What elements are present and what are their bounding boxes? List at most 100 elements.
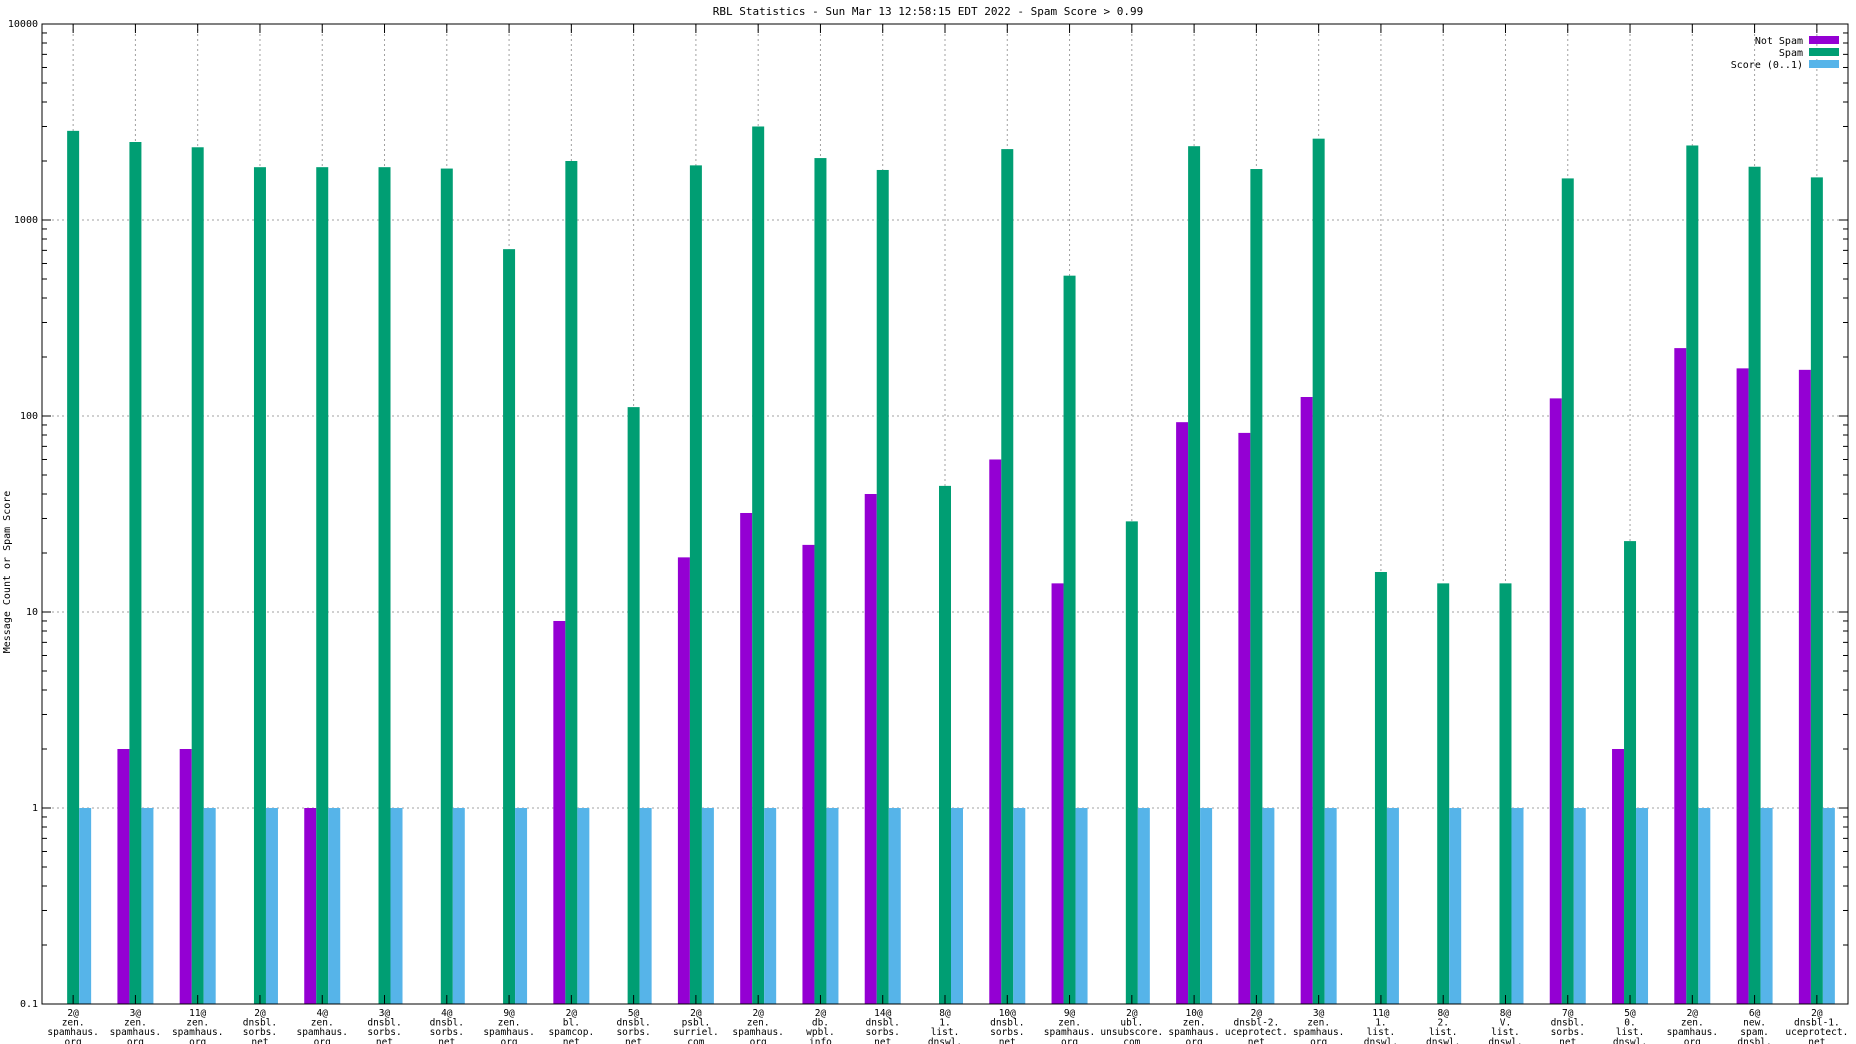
bar — [1822, 808, 1835, 1004]
x-category-label: 9@zen.spamhaus.orgorigin — [483, 1008, 534, 1044]
bar — [677, 557, 690, 1004]
legend-label: Not Spam — [1755, 36, 1803, 47]
bar — [1612, 748, 1625, 1004]
bar — [951, 808, 963, 1004]
bar — [1188, 146, 1201, 1004]
bar — [1624, 541, 1637, 1004]
bar — [1698, 808, 1711, 1004]
bar — [1312, 138, 1325, 1004]
bar — [1374, 571, 1387, 1004]
legend-swatch — [1809, 36, 1839, 44]
y-axis-ticks: 0.1 1 10 100 1000 10000 — [8, 19, 1848, 1010]
x-category-label: 2@zen.spamhaus.orgorigin — [47, 1008, 98, 1044]
legend-swatch — [1809, 60, 1839, 68]
x-category-label: 10@dnsbl.sorbs.netorigin — [990, 1008, 1024, 1044]
legend-swatch — [1809, 48, 1839, 56]
x-category-label: 7@dnsbl.sorbs.netorigin — [1551, 1008, 1585, 1044]
x-category-label: 4@zen.spamhaus.orgorigin — [296, 1008, 347, 1044]
bar — [1051, 583, 1064, 1004]
bar — [1686, 145, 1699, 1005]
bar — [1810, 177, 1823, 1004]
bar — [316, 167, 329, 1004]
bar — [826, 808, 839, 1004]
bar — [1636, 808, 1649, 1004]
bar — [79, 808, 92, 1004]
bar — [1386, 808, 1399, 1004]
bar — [627, 407, 640, 1004]
y-axis-label: Message Count or Spam Score — [2, 491, 13, 654]
x-category-label: 2@bl.spamcop.netorigin — [548, 1008, 594, 1044]
legend-label: Spam — [1779, 48, 1803, 59]
y-tick-label: 10000 — [8, 19, 38, 30]
bar — [1798, 369, 1811, 1004]
bar — [1748, 166, 1761, 1004]
chart-title: RBL Statistics - Sun Mar 13 12:58:15 EDT… — [713, 5, 1143, 18]
x-axis-ticks: 2@zen.spamhaus.orgorigin 3@zen.spamhaus.o… — [47, 24, 1848, 1044]
bar — [639, 808, 652, 1004]
x-category-label: 2@psbl.surriel.comorigin — [673, 1008, 719, 1044]
bar — [452, 808, 465, 1004]
x-category-label: 8@V.list.dnswl.orgorigin — [1488, 1008, 1522, 1044]
bar — [1437, 583, 1450, 1004]
bar — [1736, 368, 1749, 1005]
bar — [864, 493, 877, 1004]
bar — [1063, 275, 1076, 1004]
bar — [814, 158, 827, 1004]
x-category-label: 10@zen.spamhaus.orgorigin — [1168, 1008, 1219, 1044]
bar — [1499, 583, 1512, 1004]
bar — [378, 167, 391, 1004]
bar — [1561, 178, 1574, 1004]
bar — [888, 808, 901, 1004]
x-category-label: 14@dnsbl.sorbs.netorigin — [866, 1008, 900, 1044]
bar — [503, 249, 516, 1004]
bar — [179, 748, 192, 1004]
bar — [117, 748, 130, 1004]
y-tick-label: 100 — [20, 411, 38, 422]
x-category-label: 3@dnsbl.sorbs.netorigin — [367, 1008, 401, 1044]
bar — [701, 808, 714, 1004]
bar — [1449, 808, 1462, 1004]
bar — [1324, 808, 1337, 1004]
bar — [1549, 398, 1562, 1004]
x-category-label: 8@2.list.dnswl.orgorigin — [1426, 1008, 1460, 1044]
x-category-label: 11@zen.spamhaus.orgorigin — [172, 1008, 223, 1044]
bar — [141, 808, 154, 1004]
x-category-label: 5@0.list.dnswl.org5 hops — [1613, 1008, 1647, 1044]
bar — [1125, 521, 1138, 1004]
bar — [203, 808, 216, 1004]
x-category-label: 11@1.list.dnswl.orgorigin — [1364, 1008, 1398, 1044]
bar — [390, 808, 403, 1004]
bar — [1760, 808, 1773, 1004]
y-tick-label: 0.1 — [20, 999, 38, 1010]
bar — [304, 808, 317, 1004]
bar — [989, 459, 1002, 1004]
x-category-label: 2@db.wpbl.infoorigin — [803, 1008, 837, 1044]
bar — [939, 485, 951, 1004]
bar — [1262, 808, 1275, 1004]
bar — [577, 808, 590, 1004]
bar — [764, 808, 777, 1004]
bars-layer — [67, 126, 1835, 1005]
bar — [1573, 808, 1586, 1004]
bar — [1137, 808, 1150, 1004]
x-category-label: 6@new.spam.dnsbl.sorbs.netorigin — [1737, 1008, 1771, 1044]
bar — [191, 147, 204, 1005]
x-category-label: 5@dnsbl.sorbs.netorigin — [616, 1008, 650, 1044]
bar — [1176, 422, 1189, 1004]
bar — [1075, 808, 1088, 1004]
bar — [1001, 149, 1014, 1005]
x-category-label: 2@dnsbl-1.uceprotect.netorigin — [1785, 1008, 1848, 1044]
y-tick-label: 1000 — [14, 215, 38, 226]
x-category-label: 2@dnsbl.sorbs.netorigin — [243, 1008, 277, 1044]
bar — [1200, 808, 1213, 1004]
legend-label: Score (0..1) — [1731, 60, 1803, 71]
bar — [740, 512, 753, 1004]
bar — [328, 808, 341, 1004]
bar — [1238, 432, 1251, 1005]
